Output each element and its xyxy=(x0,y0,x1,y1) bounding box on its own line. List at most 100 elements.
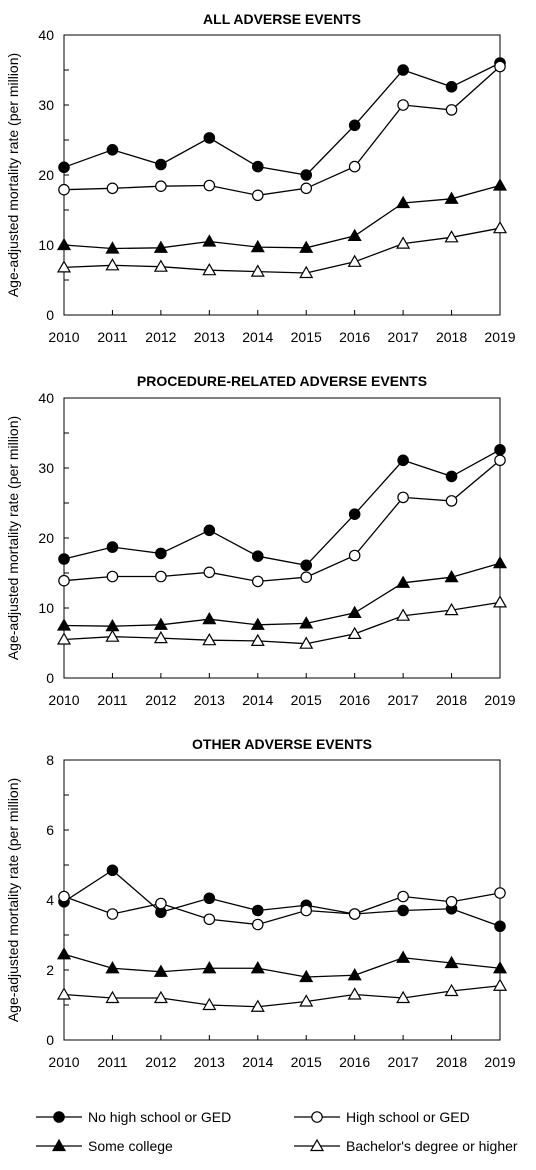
data-point xyxy=(347,987,362,1000)
data-point xyxy=(397,454,409,467)
data-point xyxy=(56,237,72,251)
x-tick-label: 2017 xyxy=(388,692,419,708)
legend-marker xyxy=(311,1111,323,1123)
data-point xyxy=(397,491,409,504)
series-4 xyxy=(56,595,508,649)
y-tick-label: 30 xyxy=(38,460,54,476)
x-tick-label: 2015 xyxy=(291,1054,322,1070)
data-point xyxy=(492,220,508,234)
data-point xyxy=(348,549,361,562)
legend-marker xyxy=(53,1111,65,1123)
data-point xyxy=(492,178,508,191)
y-axis-label: Age-adjusted mortality rate (per million… xyxy=(5,778,21,1022)
data-point xyxy=(444,983,459,997)
data-point xyxy=(105,961,120,974)
chart-title: OTHER ADVERSE EVENTS xyxy=(192,736,372,752)
series-1 xyxy=(58,57,506,181)
y-tick-label: 20 xyxy=(38,167,54,183)
data-point xyxy=(56,987,72,1000)
y-tick-label: 10 xyxy=(38,237,54,253)
data-point xyxy=(492,595,508,608)
series-2 xyxy=(58,454,506,588)
data-point xyxy=(153,240,168,253)
data-point xyxy=(203,132,216,144)
legend-item-4: Bachelor's degree or higher xyxy=(294,1138,518,1154)
x-tick-label: 2017 xyxy=(388,1054,419,1070)
x-tick-label: 2010 xyxy=(48,1054,79,1070)
x-tick-label: 2017 xyxy=(388,329,419,345)
data-point xyxy=(347,254,362,267)
data-point xyxy=(494,920,506,933)
data-point xyxy=(396,608,411,621)
data-point xyxy=(105,258,120,271)
data-point xyxy=(348,119,361,132)
data-point xyxy=(397,64,409,76)
data-point xyxy=(202,234,217,247)
legend-label: Some college xyxy=(88,1138,173,1154)
series-4 xyxy=(56,220,508,279)
x-tick-label: 2015 xyxy=(291,692,322,708)
x-tick-label: 2013 xyxy=(194,329,225,345)
data-point xyxy=(494,454,506,467)
data-point xyxy=(106,908,119,920)
data-point xyxy=(347,605,362,619)
y-tick-label: 40 xyxy=(38,27,54,43)
data-point xyxy=(445,895,458,908)
x-tick-label: 2016 xyxy=(339,1054,370,1070)
data-point xyxy=(155,180,167,192)
data-point xyxy=(202,632,217,646)
series-line xyxy=(63,184,501,250)
x-tick-label: 2014 xyxy=(242,1054,273,1070)
x-tick-label: 2010 xyxy=(48,329,79,345)
series-line xyxy=(63,459,501,583)
data-point xyxy=(105,629,120,642)
data-point xyxy=(250,633,265,647)
data-point xyxy=(347,968,362,981)
legend-label: Bachelor's degree or higher xyxy=(346,1138,518,1154)
y-axis-label: Age-adjusted mortality rate (per million… xyxy=(5,53,21,297)
series-line xyxy=(63,66,501,196)
data-point xyxy=(396,950,411,963)
data-point xyxy=(155,158,167,171)
x-tick-label: 2014 xyxy=(242,692,273,708)
series-line xyxy=(63,449,501,567)
data-point xyxy=(105,990,120,1004)
data-point xyxy=(300,571,313,583)
data-point xyxy=(56,947,72,960)
y-tick-label: 0 xyxy=(46,670,54,686)
data-point xyxy=(348,508,361,520)
series-4 xyxy=(56,978,508,1012)
data-point xyxy=(155,897,167,910)
y-tick-label: 2 xyxy=(46,962,54,978)
data-point xyxy=(106,541,119,553)
data-point xyxy=(494,443,506,456)
x-tick-label: 2019 xyxy=(484,1054,515,1070)
data-point xyxy=(58,183,70,196)
data-point xyxy=(492,555,508,569)
data-point xyxy=(396,195,411,209)
series-1 xyxy=(58,443,506,572)
data-point xyxy=(153,259,168,272)
y-axis-label: Age-adjusted mortality rate (per million… xyxy=(5,416,21,660)
series-1 xyxy=(58,864,506,933)
data-point xyxy=(300,169,313,181)
y-tick-label: 4 xyxy=(46,892,54,908)
legend-label: No high school or GED xyxy=(88,1109,231,1125)
data-point xyxy=(494,60,506,73)
series-3 xyxy=(56,947,508,983)
data-point xyxy=(153,990,168,1004)
x-tick-label: 2018 xyxy=(436,692,467,708)
data-point xyxy=(299,265,314,279)
y-tick-label: 30 xyxy=(38,97,54,113)
series-line xyxy=(63,601,501,645)
y-tick-label: 6 xyxy=(46,822,54,838)
y-tick-label: 0 xyxy=(46,1032,54,1048)
data-point xyxy=(155,547,167,560)
data-point xyxy=(251,904,264,917)
data-point xyxy=(397,890,409,903)
data-point xyxy=(202,262,217,276)
series-line xyxy=(63,227,501,274)
data-point xyxy=(56,618,72,631)
